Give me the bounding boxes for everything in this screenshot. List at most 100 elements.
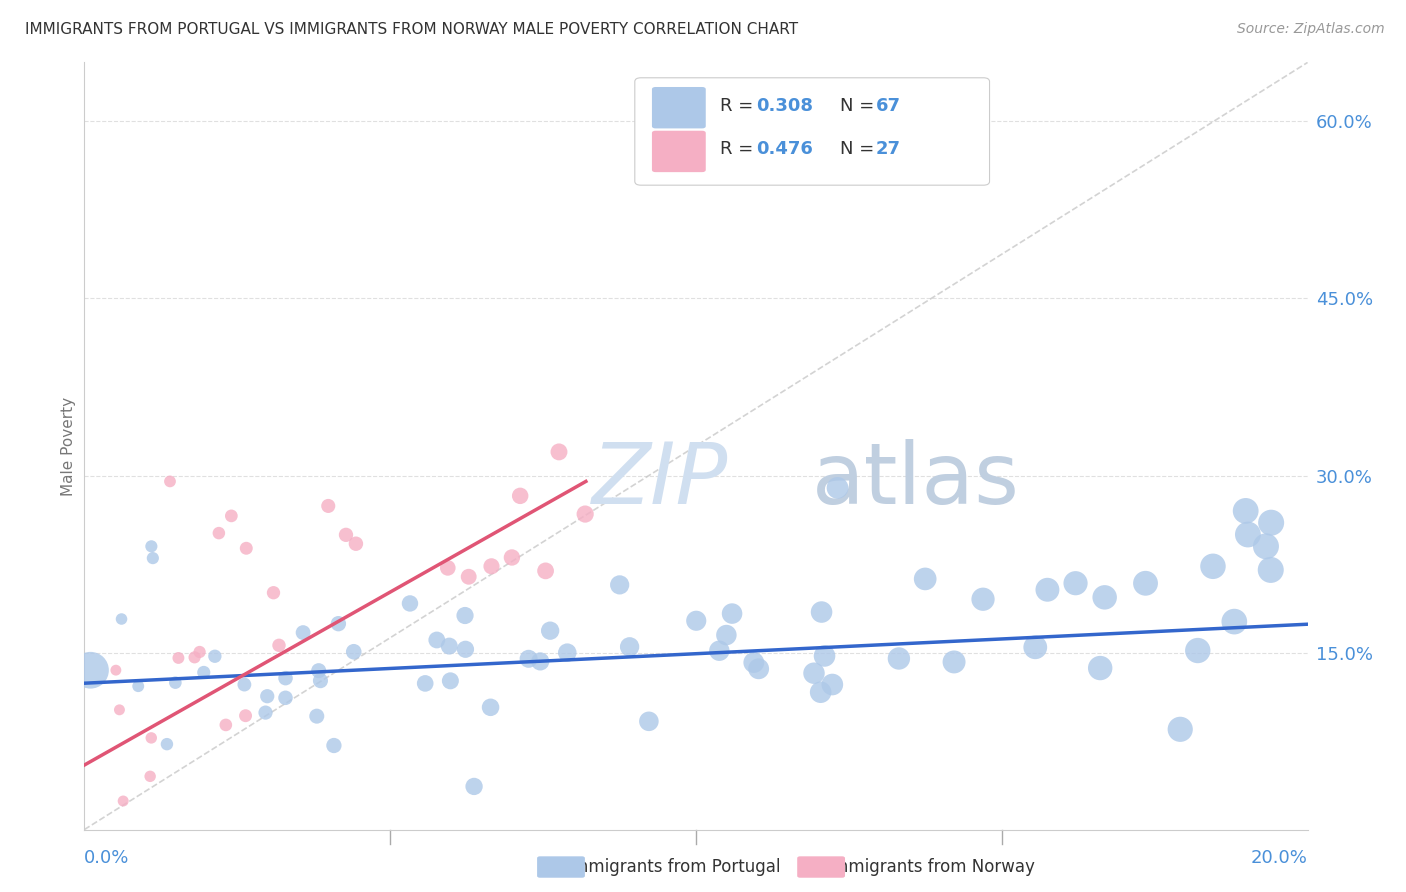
Text: Immigrants from Norway: Immigrants from Norway [801,858,1035,876]
Point [110,612,132,626]
Point [108,703,131,717]
Point [1223,615,1246,629]
Point [463,780,485,794]
Point [716,628,738,642]
Text: IMMIGRANTS FROM PORTUGAL VS IMMIGRANTS FROM NORWAY MALE POVERTY CORRELATION CHAR: IMMIGRANTS FROM PORTUGAL VS IMMIGRANTS F… [25,22,799,37]
Point [256,690,278,704]
Text: R =: R = [720,97,759,115]
Point [609,578,631,592]
Point [308,664,330,678]
Point [501,550,523,565]
Point [534,564,557,578]
Point [215,718,238,732]
Text: ZIP: ZIP [592,439,728,522]
Point [1254,539,1277,553]
Point [141,731,163,745]
Point [709,644,731,658]
Text: N =: N = [841,140,880,158]
Point [233,677,256,691]
Point [221,508,243,523]
Point [529,654,551,668]
Point [685,614,707,628]
Point [127,679,149,693]
Point [323,739,346,753]
Point [1202,559,1225,574]
Text: Source: ZipAtlas.com: Source: ZipAtlas.com [1237,22,1385,37]
Point [165,675,187,690]
Point [193,665,215,680]
Point [159,475,181,489]
Point [439,639,461,653]
Point [803,666,825,681]
Point [1260,563,1282,577]
Text: 27: 27 [876,140,901,158]
Point [1094,591,1116,605]
Point [827,481,849,495]
Point [972,592,994,607]
Point [810,685,832,699]
Text: 0.308: 0.308 [756,97,813,115]
Point [457,570,479,584]
Point [156,737,179,751]
Point [274,690,297,705]
Point [204,649,226,664]
Text: 67: 67 [876,97,901,115]
Point [183,650,205,665]
Point [943,655,966,669]
Point [235,541,257,556]
Point [254,706,277,720]
Text: 20.0%: 20.0% [1251,849,1308,867]
Point [509,489,531,503]
Point [343,645,366,659]
Point [316,499,339,513]
Point [139,769,162,783]
Point [887,651,910,665]
Point [188,645,211,659]
Point [292,625,315,640]
Point [548,445,571,459]
Text: 0.0%: 0.0% [84,849,129,867]
Point [619,640,641,654]
Point [335,528,357,542]
FancyBboxPatch shape [652,87,706,128]
Point [1036,582,1059,597]
Point [721,607,744,621]
Point [481,559,503,574]
Point [479,700,502,714]
Point [263,585,285,599]
Point [344,537,367,551]
Point [167,651,190,665]
Point [1168,723,1191,737]
Point [555,646,578,660]
Point [1187,643,1209,657]
Point [813,648,835,663]
FancyBboxPatch shape [636,78,990,186]
Point [454,642,477,657]
Point [748,662,770,676]
Point [1135,576,1157,591]
Point [305,709,328,723]
Point [742,656,765,670]
Point [1088,661,1111,675]
Text: Immigrants from Portugal: Immigrants from Portugal [541,858,780,876]
Point [1234,504,1257,518]
Point [574,507,596,521]
Point [413,676,436,690]
Point [141,539,163,553]
Point [267,638,290,652]
Text: 0.476: 0.476 [756,140,813,158]
Point [309,673,332,688]
Point [399,597,422,611]
Point [810,605,832,619]
Point [1024,640,1046,655]
Point [638,714,661,729]
Point [1237,527,1260,541]
Text: R =: R = [720,140,759,158]
Point [1064,576,1087,591]
Point [454,608,477,623]
Point [208,526,231,541]
Point [328,616,350,631]
Point [538,624,561,638]
Text: N =: N = [841,97,880,115]
Text: atlas: atlas [813,439,1021,522]
